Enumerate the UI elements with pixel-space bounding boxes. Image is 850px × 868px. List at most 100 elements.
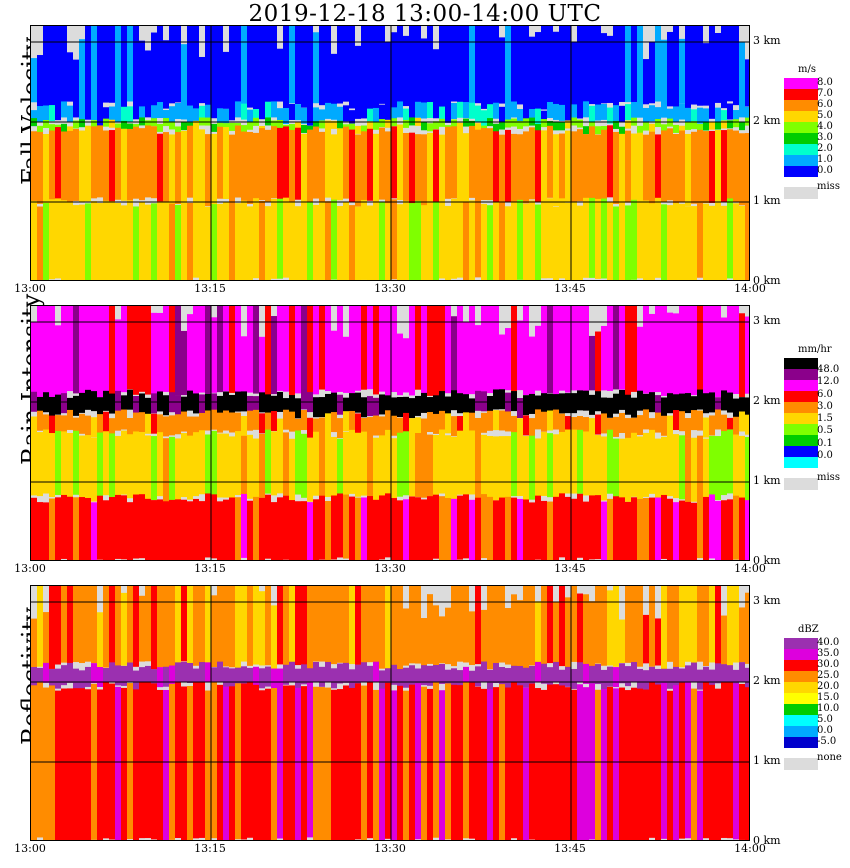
heatmap-cell: [517, 418, 523, 439]
heatmap-cell: [637, 688, 643, 840]
heatmap-cell: [265, 206, 271, 280]
heatmap-cell: [535, 306, 541, 391]
heatmap-cell: [229, 26, 235, 105]
heatmap-cell: [379, 394, 385, 415]
heatmap-cell: [385, 119, 391, 128]
heatmap-cell: [583, 26, 589, 104]
heatmap-cell: [679, 125, 685, 134]
heatmap-cell: [691, 131, 697, 204]
heatmap-cell: [667, 306, 673, 398]
heatmap-cell: [643, 306, 649, 394]
heatmap-cell: [745, 133, 749, 206]
heatmap-cell: [523, 667, 529, 688]
heatmap-cell: [325, 500, 331, 560]
legend-swatch: [784, 638, 818, 649]
heatmap-cell: [619, 438, 625, 503]
heatmap-cell: [199, 105, 205, 122]
heatmap-cell: [535, 108, 541, 125]
heatmap-cell: [157, 432, 163, 497]
heatmap-cell: [631, 26, 637, 105]
heatmap-cell: [499, 26, 505, 104]
heatmap-cell: [343, 26, 349, 102]
heatmap-cell: [193, 586, 199, 666]
heatmap-cell: [673, 502, 679, 560]
heatmap-cell: [211, 26, 217, 107]
heatmap-cell: [373, 133, 379, 206]
heatmap-cell: [55, 586, 61, 665]
heatmap-cell: [367, 665, 373, 686]
heatmap-cell: [187, 306, 193, 392]
heatmap-cell: [643, 134, 649, 207]
heatmap-cell: [73, 430, 79, 495]
heatmap-cell: [91, 586, 97, 664]
heatmap-cell: [49, 433, 55, 498]
heatmap-cell: [511, 497, 517, 560]
heatmap-cell: [691, 121, 697, 130]
heatmap-cell: [445, 498, 451, 560]
heatmap-cell: [427, 665, 433, 686]
heatmap-cell: [655, 412, 661, 433]
missing-cell: [385, 26, 391, 42]
heatmap-cell: [535, 395, 541, 416]
heatmap-cell: [433, 435, 439, 500]
heatmap-cell: [697, 435, 703, 500]
legend-swatch: [784, 144, 818, 155]
heatmap-cell: [97, 306, 103, 399]
heatmap-cell: [331, 689, 337, 840]
heatmap-cell: [31, 667, 37, 688]
legend-swatch: [784, 682, 818, 693]
heatmap-cell: [331, 134, 337, 207]
heatmap-cell: [595, 306, 601, 395]
heatmap-cell: [613, 438, 619, 503]
heatmap-cell: [715, 397, 721, 418]
heatmap-cell: [493, 436, 499, 501]
heatmap-cell: [379, 416, 385, 437]
heatmap-cell: [193, 393, 199, 414]
heatmap-cell: [607, 666, 613, 687]
heatmap-cell: [355, 26, 361, 108]
heatmap-cell: [511, 26, 517, 102]
heatmap-cell: [691, 437, 697, 502]
heatmap-cell: [103, 107, 109, 124]
legend-missing-label: miss: [817, 472, 840, 483]
heatmap-cell: [277, 198, 283, 279]
heatmap-cell: [361, 431, 367, 496]
heatmap-cell: [415, 668, 421, 689]
heatmap-cell: [97, 110, 103, 127]
heatmap-cell: [61, 494, 67, 559]
heatmap-cell: [337, 26, 343, 104]
heatmap-svg: [31, 306, 749, 560]
heatmap-cell: [97, 586, 103, 668]
heatmap-cell: [475, 306, 481, 392]
heatmap-cell: [181, 122, 187, 131]
legend-missing-swatch: [784, 758, 818, 770]
heatmap-cell: [319, 687, 325, 840]
heatmap-cell: [37, 306, 43, 398]
heatmap-cell: [565, 306, 571, 393]
heatmap-cell: [523, 415, 529, 436]
heatmap-cell: [733, 683, 739, 840]
heatmap-cell: [493, 586, 499, 667]
heatmap-cell: [187, 202, 193, 280]
heatmap-cell: [439, 106, 445, 123]
heatmap-cell: [535, 26, 541, 110]
missing-cell: [481, 586, 487, 610]
heatmap-cell: [295, 306, 301, 394]
missing-cell: [97, 586, 103, 613]
heatmap-cell: [439, 586, 445, 664]
heatmap-cell: [301, 686, 307, 840]
heatmap-cell: [157, 391, 163, 412]
heatmap-cell: [163, 586, 169, 670]
heatmap-cell: [427, 306, 433, 396]
heatmap-cell: [733, 110, 739, 127]
heatmap-cell: [277, 418, 283, 439]
heatmap-cell: [427, 123, 433, 132]
heatmap-cell: [565, 120, 571, 129]
heatmap-cell: [577, 306, 583, 391]
heatmap-cell: [703, 417, 709, 438]
heatmap-cell: [385, 106, 391, 123]
heatmap-cell: [451, 198, 457, 279]
heatmap-cell: [439, 306, 445, 392]
heatmap-cell: [319, 131, 325, 204]
heatmap-cell: [427, 496, 433, 560]
